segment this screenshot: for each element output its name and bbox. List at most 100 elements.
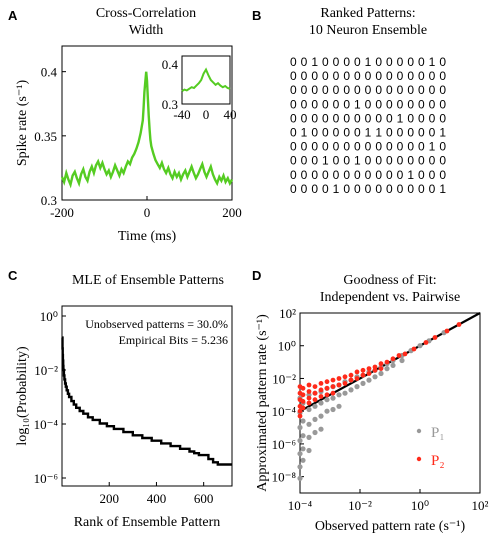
panel-c-title: MLE of Ensemble Patterns [72, 273, 224, 288]
panel-d-xtick-label: 10⁰ [411, 498, 429, 513]
panel-c-annotation-bits: Empirical Bits = 5.236 [119, 333, 228, 347]
p1-point [300, 433, 306, 439]
panel-c-xtick-label: 400 [147, 491, 167, 506]
p2-point [330, 390, 336, 396]
panel-d-xlabel: Observed pattern rate (s⁻¹) [315, 519, 466, 534]
p1-point [366, 377, 372, 383]
panel-a-ytick-label: 0.3 [41, 193, 57, 208]
p2-point [318, 387, 324, 393]
panel-a-inset-xtick-label: 40 [224, 107, 237, 122]
p2-point [336, 376, 342, 381]
panel-a-xlabel: Time (ms) [118, 229, 177, 244]
p1-point [336, 392, 342, 398]
p2-point [378, 366, 384, 371]
p2-point [390, 356, 396, 362]
panel-b-letter: B [252, 8, 261, 23]
panel-c-ytick-label: 10⁰ [40, 309, 58, 324]
p1-point [297, 438, 303, 444]
p2-point [318, 381, 324, 386]
panel-d-ytick-label: 10⁻⁸ [272, 470, 297, 485]
p2-point [372, 367, 378, 373]
p2-point [306, 382, 312, 388]
panel-a: A Cross-Correlation Width -200 0 200 0.3 0.3… [8, 6, 242, 244]
panel-c-ytick-label: 10⁻² [34, 363, 58, 378]
panel-a-inset-xtick-label: 0 [203, 107, 210, 122]
panel-a-inset-box [181, 55, 231, 105]
panel-d-reference-line [299, 312, 481, 413]
pattern-row: 0 0 1 0 0 0 0 1 0 0 0 0 0 1 0 [290, 55, 446, 69]
panel-d-axes-box [299, 312, 481, 494]
legend-p2-label: P₂ [431, 453, 445, 469]
panel-a-inset-xtick-label: -40 [173, 107, 190, 122]
p1-point [306, 406, 312, 413]
panel-a-ytick-label: 0.4 [41, 65, 58, 80]
p1-point [336, 403, 342, 409]
panel-c-letter: C [8, 268, 18, 283]
p2-point [396, 353, 402, 358]
panel-a-xtick-label: -200 [50, 205, 74, 220]
p1-point [384, 366, 390, 372]
panel-c-xlabel: Rank of Ensemble Pattern [74, 515, 221, 530]
p2-point [342, 381, 348, 386]
pattern-row: 0 0 0 0 1 0 0 0 0 0 0 0 0 0 1 [290, 182, 446, 196]
p2-point [330, 377, 336, 383]
p2-point [432, 335, 438, 340]
p2-point [324, 379, 330, 385]
p2-point [312, 397, 318, 403]
panel-d-xtick-label: 10⁻² [348, 498, 372, 513]
p2-point [456, 322, 462, 327]
p1-point [354, 384, 360, 390]
legend-p1-marker [416, 428, 422, 434]
p2-point [360, 367, 366, 373]
p1-point [348, 387, 354, 393]
panel-a-ylabel: Spike rate (s⁻¹) [15, 80, 30, 167]
panel-a-inset-ytick-label: 0.3 [162, 97, 178, 112]
p1-point [324, 397, 330, 403]
p2-point [306, 395, 312, 401]
p2-point [366, 366, 372, 371]
p1-point [312, 416, 318, 422]
panel-d-ytick-label: 10² [279, 306, 296, 321]
panel-c: C MLE of Ensemble Patterns 200 400 600 10⁰ 1… [8, 268, 233, 530]
p2-point [342, 374, 348, 380]
panel-a-xtick-label: 200 [222, 205, 242, 220]
panel-d: D Goodness of Fit: Independent vs. Pairw… [252, 268, 489, 534]
legend-p1-label: P₁ [431, 425, 445, 441]
p2-point [354, 376, 360, 381]
p1-point [297, 424, 303, 431]
panel-a-letter: A [8, 8, 18, 23]
p1-point [300, 446, 306, 452]
pattern-row: 0 0 0 0 0 0 0 0 0 0 0 0 0 0 0 [290, 69, 446, 83]
pattern-row: 0 0 0 1 0 0 1 0 0 0 0 0 0 0 0 [290, 154, 446, 168]
pattern-row: 0 0 0 0 0 0 0 0 0 0 1 0 0 0 0 [290, 111, 446, 125]
p1-point [306, 421, 312, 427]
p2-point [306, 400, 312, 406]
p2-point [366, 371, 372, 376]
p1-point [300, 457, 306, 463]
p1-point [330, 406, 336, 413]
p2-point [297, 413, 303, 419]
panel-c-xtick-label: 200 [99, 491, 119, 506]
p1-point [306, 434, 312, 440]
panel-a-title-line1: Cross-Correlation [96, 6, 196, 21]
panel-c-xtick-label: 600 [194, 491, 214, 506]
pattern-row: 0 1 0 0 0 0 0 1 1 0 0 0 0 0 1 [290, 126, 446, 140]
p2-point [360, 372, 366, 378]
p1-point [342, 390, 348, 396]
p2-point [306, 389, 312, 394]
p1-point [297, 451, 303, 457]
panel-d-title-line1: Goodness of Fit: [343, 273, 436, 288]
panel-c-ytick-label: 10⁻⁶ [34, 471, 58, 486]
panel-a-inset-line [181, 67, 231, 93]
p1-point [318, 413, 324, 419]
p1-point [372, 374, 378, 380]
pattern-row: 0 0 0 0 0 0 0 0 0 0 0 1 0 0 0 [290, 168, 446, 182]
p1-point [318, 426, 324, 432]
panel-d-ytick-label: 10⁻² [272, 371, 296, 386]
pattern-row: 0 0 0 0 0 0 0 0 0 0 0 0 0 1 0 [290, 140, 446, 154]
p1-point [318, 400, 324, 406]
p2-point [324, 392, 330, 398]
p1-point [390, 362, 396, 368]
panel-b: B Ranked Patterns: 10 Neuron Ensemble 0 … [252, 6, 446, 196]
p2-point [378, 361, 384, 367]
